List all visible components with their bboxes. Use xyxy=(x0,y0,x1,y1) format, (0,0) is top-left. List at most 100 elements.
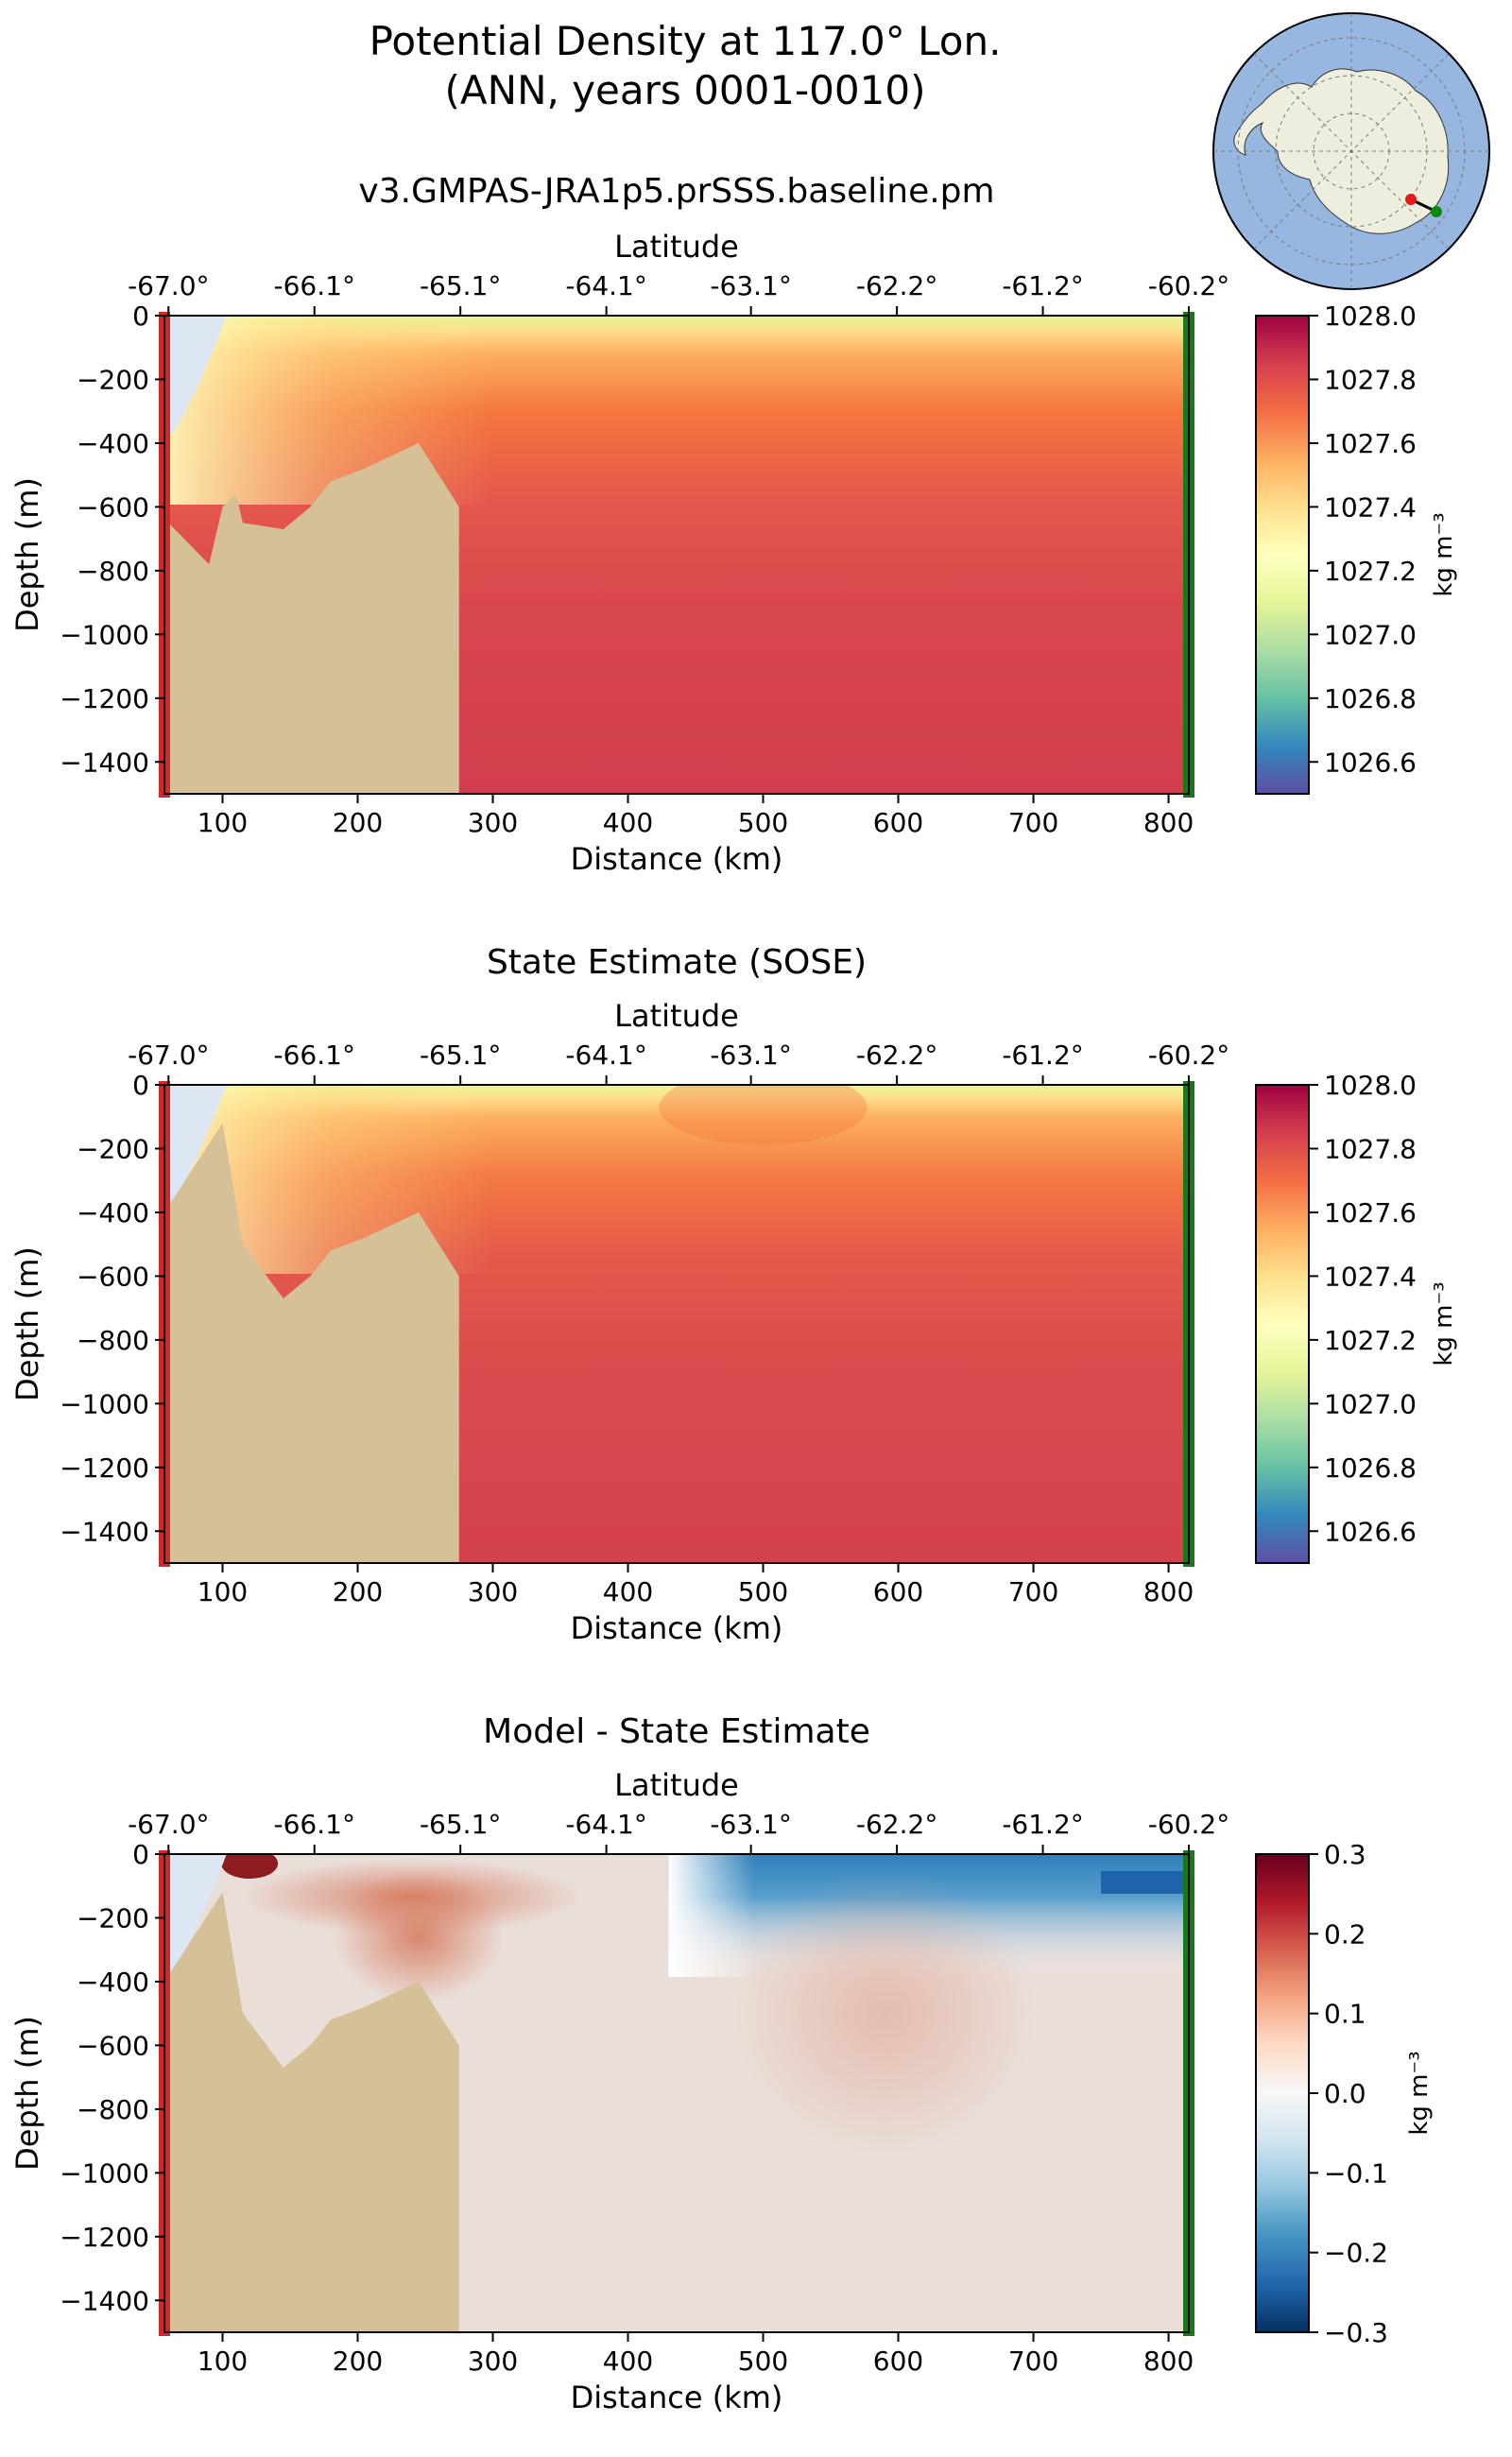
panel-state-estimate: State Estimate (SOSE) 0 −200 −400 −600 −800 −… xyxy=(9,943,1458,1646)
map-graticule xyxy=(1213,13,1489,289)
latitude-tick-label: -61.2° xyxy=(1002,1040,1083,1071)
x-tick-label: 700 xyxy=(1008,807,1058,838)
latitude-tick-label: -64.1° xyxy=(565,1040,646,1071)
x-tick-label: 500 xyxy=(738,1576,788,1607)
panel-title: Model - State Estimate xyxy=(483,1712,870,1751)
colorbar xyxy=(1255,315,1310,795)
y-axis-label: Depth (m) xyxy=(9,1246,45,1401)
x-tick-label: 400 xyxy=(603,1576,653,1607)
latitude-tick-label: -60.2° xyxy=(1148,1809,1229,1840)
transect-start-marker xyxy=(1405,194,1417,205)
plot-frame xyxy=(163,1853,1190,2333)
latitude-tick-label: -61.2° xyxy=(1002,270,1083,301)
colorbar-tick-label: 0.1 xyxy=(1324,1999,1366,2030)
y-tick-label: −800 xyxy=(77,556,149,587)
section-field xyxy=(164,316,1189,794)
x-axis-label: Distance (km) xyxy=(571,2380,783,2415)
y-tick-label: −1400 xyxy=(60,2285,149,2316)
x-tick-label: 400 xyxy=(603,807,653,838)
y-tick-label: −200 xyxy=(77,1133,149,1164)
y-tick-label: −1000 xyxy=(60,1388,149,1419)
colorbar-tick-label: 1027.8 xyxy=(1324,364,1417,395)
x-tick-label: 300 xyxy=(468,807,518,838)
y-tick-label: −1200 xyxy=(60,683,149,714)
colorbar-tick-label: 1027.0 xyxy=(1324,619,1417,650)
latitude-tick-label: -64.1° xyxy=(565,270,646,301)
plot-frame xyxy=(163,1084,1190,1564)
colorbar-tick-label: 1027.6 xyxy=(1324,1197,1417,1228)
x-tick-label: 100 xyxy=(198,1576,248,1607)
x-tick-label: 800 xyxy=(1143,807,1194,838)
plot-frame xyxy=(163,315,1190,795)
y-tick-label: −600 xyxy=(77,491,149,523)
colorbar-tick-label: 1027.0 xyxy=(1324,1388,1417,1419)
positive-anomaly-mid xyxy=(333,1870,504,2003)
x-tick-label: 800 xyxy=(1143,2345,1194,2377)
y-tick-label: 0 xyxy=(132,301,149,332)
colorbar-tick-label: −0.1 xyxy=(1324,2157,1388,2189)
colorbar xyxy=(1255,1084,1310,1564)
colorbar-tick-label: 1027.6 xyxy=(1324,428,1417,459)
latitude-axis-label: Latitude xyxy=(614,1767,739,1803)
y-tick-label: −400 xyxy=(77,1967,149,1998)
x-tick-label: 300 xyxy=(468,2345,518,2377)
x-tick-label: 100 xyxy=(198,2345,248,2377)
latitude-tick-label: -63.1° xyxy=(710,270,791,301)
figure-title-line1: Potential Density at 117.0° Lon. xyxy=(369,18,1002,64)
colorbar-tick-label: 1027.8 xyxy=(1324,1133,1417,1164)
latitude-tick-label: -63.1° xyxy=(710,1040,791,1071)
y-tick-label: −1000 xyxy=(60,2157,149,2189)
x-tick-label: 800 xyxy=(1143,1576,1194,1607)
colorbar-label: kg m⁻³ xyxy=(1430,1281,1458,1366)
y-tick-label: 0 xyxy=(132,1070,149,1101)
colorbar-tick-label: 1027.4 xyxy=(1324,491,1417,523)
colorbar-tick-label: −0.3 xyxy=(1324,2317,1388,2348)
latitude-tick-label: -65.1° xyxy=(420,1040,501,1071)
colorbar-tick-label: 1026.8 xyxy=(1324,1452,1417,1484)
negative-core xyxy=(1101,1871,1189,1894)
colorbar-tick-label: 0.2 xyxy=(1324,1918,1366,1950)
latitude-tick-label: -67.0° xyxy=(128,270,209,301)
positive-core xyxy=(221,1854,279,1879)
y-tick-label: −200 xyxy=(77,1902,149,1933)
positive-anomaly-deep xyxy=(733,1871,1037,2156)
latitude-tick-label: -65.1° xyxy=(420,270,501,301)
x-tick-label: 400 xyxy=(603,2345,653,2377)
colorbar-tick-label: 0.3 xyxy=(1324,1839,1366,1870)
seafloor-land xyxy=(164,430,459,794)
section-field xyxy=(164,1085,1189,1563)
y-tick-label: −400 xyxy=(77,1197,149,1228)
latitude-tick-label: -60.2° xyxy=(1148,270,1229,301)
x-tick-label: 600 xyxy=(873,807,923,838)
colorbar-tick-label: 1027.4 xyxy=(1324,1261,1417,1292)
latitude-tick-label: -64.1° xyxy=(565,1809,646,1840)
y-tick-label: −600 xyxy=(77,1261,149,1292)
seafloor-land xyxy=(164,1892,459,2332)
colorbar-label: kg m⁻³ xyxy=(1405,2051,1434,2135)
figure-title-line2: (ANN, years 0001-0010) xyxy=(445,67,926,113)
latitude-tick-label: -66.1° xyxy=(274,270,355,301)
dense-dome xyxy=(659,1085,868,1145)
ice-shelf-cavity xyxy=(164,1854,227,1976)
y-tick-label: 0 xyxy=(132,1839,149,1870)
latitude-tick-label: -62.2° xyxy=(856,1809,937,1840)
ice-shelf-cavity xyxy=(164,1085,227,1207)
y-tick-label: −600 xyxy=(77,2030,149,2061)
x-tick-label: 500 xyxy=(738,807,788,838)
section-field xyxy=(164,1854,1189,2332)
transect-end-marker xyxy=(1431,206,1442,217)
panel-difference: Model - State Estimate 0 −200 −400 −600 −800… xyxy=(9,1712,1434,2415)
x-tick-label: 200 xyxy=(333,1576,383,1607)
colorbar-tick-label: 1028.0 xyxy=(1324,301,1417,332)
x-axis-label: Distance (km) xyxy=(571,1610,783,1646)
ice-shelf-cavity xyxy=(164,316,227,438)
colorbar-tick-label: 1026.6 xyxy=(1324,747,1417,778)
y-tick-label: −1400 xyxy=(60,747,149,778)
y-tick-label: −1400 xyxy=(60,1516,149,1547)
x-tick-label: 200 xyxy=(333,807,383,838)
latitude-tick-label: -67.0° xyxy=(128,1809,209,1840)
colorbar-tick-label: 1028.0 xyxy=(1324,1070,1417,1101)
x-tick-label: 300 xyxy=(468,1576,518,1607)
panel-title: State Estimate (SOSE) xyxy=(487,943,867,982)
latitude-tick-label: -66.1° xyxy=(274,1040,355,1071)
